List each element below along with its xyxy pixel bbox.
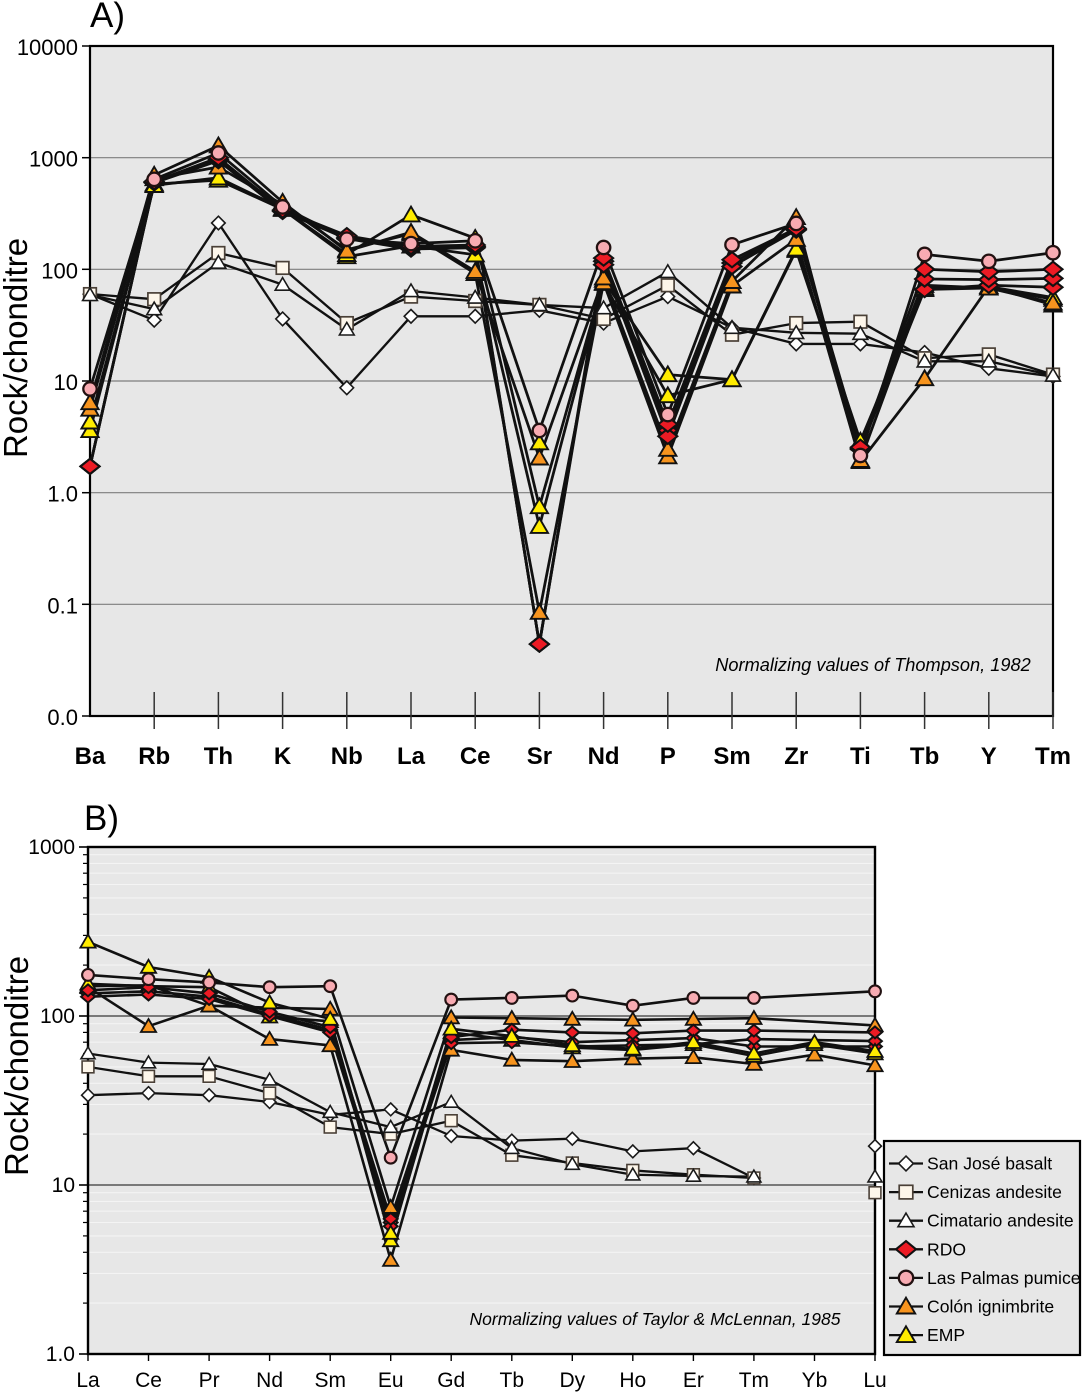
svg-text:100: 100 <box>40 1005 75 1028</box>
svg-text:La: La <box>76 1369 100 1392</box>
svg-text:10: 10 <box>52 1174 75 1197</box>
svg-text:100: 100 <box>41 258 78 283</box>
svg-text:Normalizing values of Thompson: Normalizing values of Thompson, 1982 <box>715 655 1030 675</box>
svg-text:Las Palmas pumice: Las Palmas pumice <box>927 1268 1081 1288</box>
svg-text:Tm: Tm <box>739 1369 769 1392</box>
svg-text:P: P <box>660 743 676 770</box>
svg-text:RDO: RDO <box>927 1239 966 1259</box>
svg-text:1000: 1000 <box>28 836 75 859</box>
svg-text:Sm: Sm <box>314 1369 346 1392</box>
svg-text:Ce: Ce <box>460 743 491 770</box>
svg-text:1.0: 1.0 <box>46 1343 75 1366</box>
svg-text:La: La <box>397 743 426 770</box>
svg-text:Rock/chonditre: Rock/chonditre <box>0 238 34 458</box>
svg-text:10: 10 <box>54 370 78 395</box>
svg-text:1000: 1000 <box>29 147 78 172</box>
svg-text:Tb: Tb <box>910 743 939 770</box>
svg-text:Tb: Tb <box>500 1369 525 1392</box>
svg-text:Th: Th <box>204 743 233 770</box>
svg-text:Sm: Sm <box>713 743 750 770</box>
svg-text:Nb: Nb <box>331 743 363 770</box>
svg-text:K: K <box>274 743 292 770</box>
svg-text:0.0: 0.0 <box>47 705 78 730</box>
svg-text:Y: Y <box>981 743 997 770</box>
svg-text:Sr: Sr <box>527 743 552 770</box>
svg-text:Ce: Ce <box>135 1369 162 1392</box>
svg-text:Normalizing values of Taylor &: Normalizing values of Taylor & McLennan,… <box>470 1309 841 1329</box>
svg-text:Tm: Tm <box>1035 743 1071 770</box>
svg-text:Rock/chonditre: Rock/chonditre <box>0 956 35 1176</box>
svg-text:Rb: Rb <box>138 743 170 770</box>
svg-text:Gd: Gd <box>437 1369 465 1392</box>
svg-text:Lu: Lu <box>863 1369 886 1392</box>
svg-text:San José basalt: San José basalt <box>927 1154 1052 1174</box>
svg-text:A): A) <box>90 0 125 35</box>
svg-text:Ti: Ti <box>850 743 871 770</box>
svg-text:Cenizas andesite: Cenizas andesite <box>927 1182 1062 1202</box>
svg-text:Nd: Nd <box>256 1369 283 1392</box>
svg-text:Cimatario andesite: Cimatario andesite <box>927 1211 1074 1231</box>
svg-text:Yb: Yb <box>802 1369 828 1392</box>
svg-text:10000: 10000 <box>17 35 78 60</box>
svg-text:Ho: Ho <box>619 1369 646 1392</box>
svg-text:B): B) <box>84 799 119 838</box>
svg-text:Eu: Eu <box>378 1369 404 1392</box>
svg-text:0.1: 0.1 <box>47 593 78 618</box>
svg-text:Ba: Ba <box>75 743 106 770</box>
svg-text:Zr: Zr <box>784 743 808 770</box>
svg-text:EMP: EMP <box>927 1325 965 1345</box>
svg-text:Colón ignimbrite: Colón ignimbrite <box>927 1297 1054 1317</box>
svg-text:Nd: Nd <box>588 743 620 770</box>
svg-text:Er: Er <box>683 1369 704 1392</box>
svg-text:Pr: Pr <box>199 1369 220 1392</box>
svg-text:1.0: 1.0 <box>47 482 78 507</box>
svg-text:Dy: Dy <box>559 1369 585 1392</box>
